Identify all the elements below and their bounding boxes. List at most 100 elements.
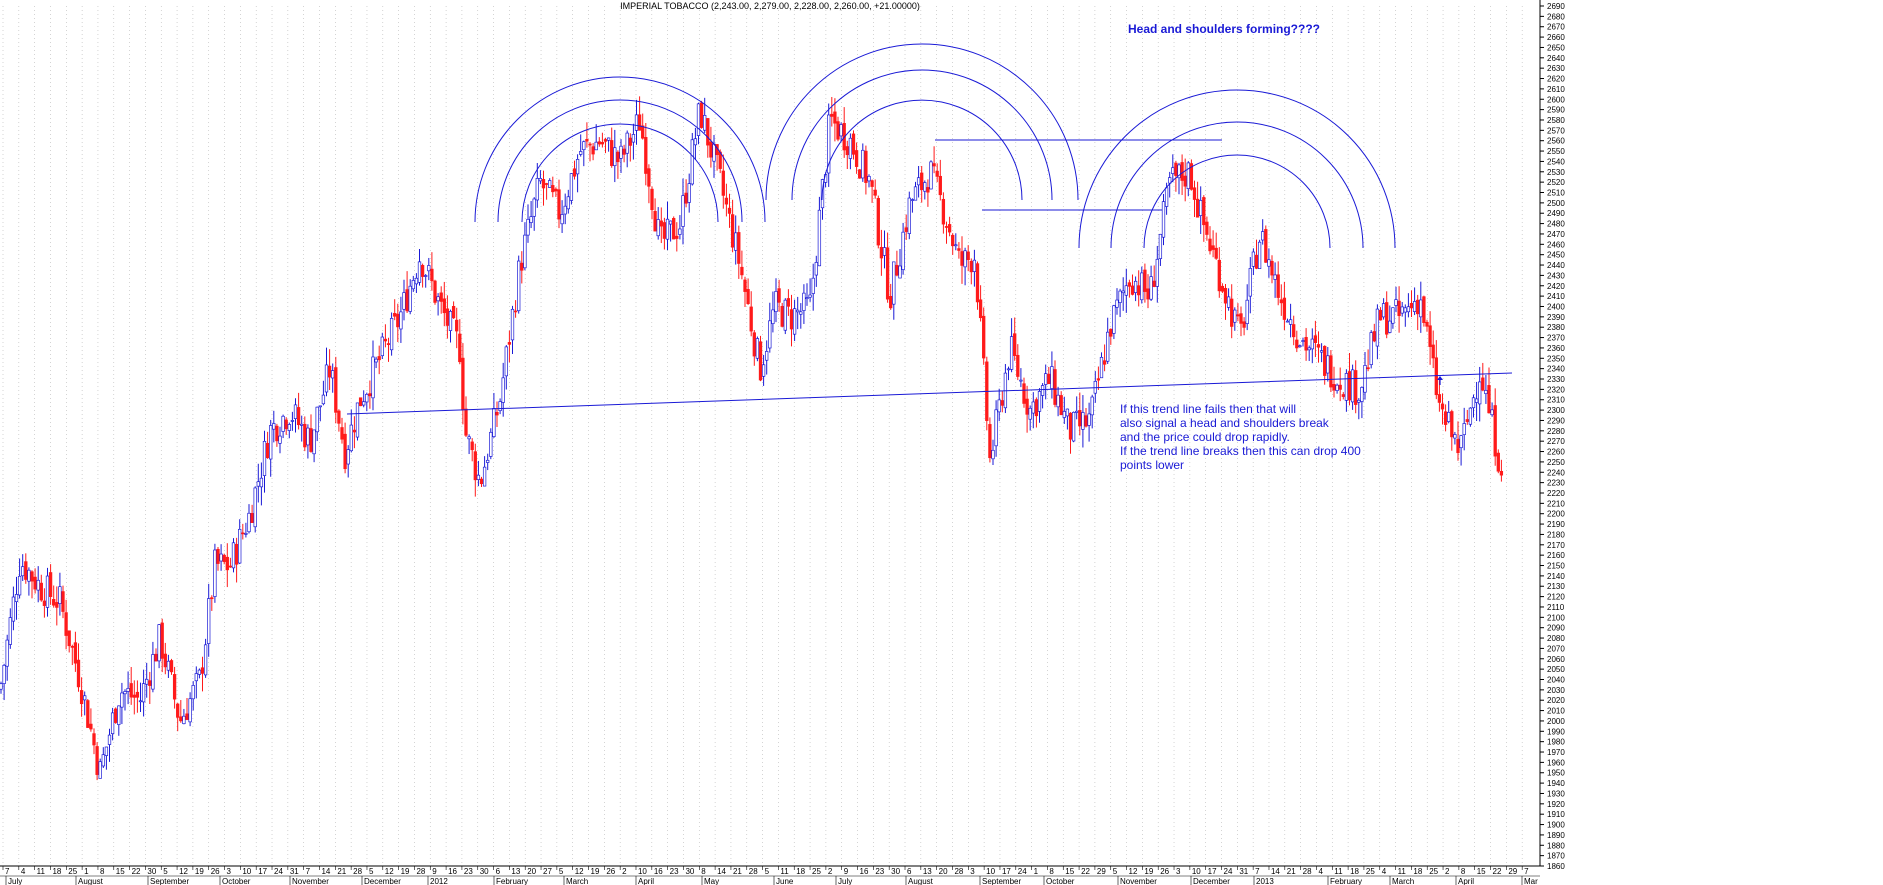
candle-body [548, 180, 552, 188]
date-tick-label: 7 [5, 867, 10, 876]
candle-body [151, 654, 155, 690]
candle-body [340, 427, 344, 440]
candle-body [1050, 366, 1054, 389]
date-tick-label: 3 [1176, 867, 1181, 876]
candle-body [706, 118, 710, 146]
candle-body [675, 235, 679, 239]
price-tick-label: 2630 [1547, 64, 1565, 73]
candle-body [1102, 360, 1107, 365]
candle-body [225, 556, 229, 571]
shoulder-arc [1143, 154, 1331, 249]
price-tick-label: 2190 [1547, 520, 1565, 529]
price-tick-label: 2450 [1547, 251, 1565, 260]
date-tick-label: 19 [401, 867, 410, 876]
candle-body [1471, 397, 1476, 409]
candle-body [445, 308, 450, 326]
candle-body [783, 299, 787, 331]
candle-body [309, 428, 313, 452]
chart-title: IMPERIAL TOBACCO (2,243.00, 2,279.00, 2,… [620, 1, 920, 11]
candle-body [1282, 297, 1287, 320]
date-tick-label: 19 [195, 867, 204, 876]
price-tick-label: 2410 [1547, 292, 1565, 301]
candle-body [455, 319, 459, 332]
candle-body [52, 599, 56, 606]
candle-body [123, 691, 127, 695]
date-tick-label: 29 [1508, 867, 1517, 876]
candle-body [1174, 162, 1178, 176]
candle-body [86, 700, 90, 728]
candle-body [207, 598, 211, 644]
price-tick-label: 2120 [1547, 593, 1565, 602]
candle-body [296, 407, 301, 426]
candle-body [476, 474, 481, 480]
candle-body [290, 420, 295, 422]
candle-body [1155, 258, 1159, 287]
date-tick-label: 3 [970, 867, 975, 876]
candle-body [575, 159, 580, 175]
candle-body [1310, 338, 1314, 350]
price-tick-label: 2400 [1547, 302, 1565, 311]
candle-body [464, 408, 468, 436]
candle-body [318, 405, 322, 408]
date-axis: 7 4 11 18 25 1 8 15 22 30 5 12 19 26 3 10 17 24 31 7 14 21 28 5… [0, 865, 1540, 885]
date-tick-label: 10 [1192, 867, 1201, 876]
candle-body [529, 216, 533, 223]
candle-body [1332, 383, 1336, 391]
trendline-note: If this trend line fails then that will … [1120, 402, 1361, 472]
candle-body [0, 683, 3, 690]
candle-body [83, 695, 87, 701]
candle-body [1251, 251, 1256, 267]
candle-body [343, 433, 347, 470]
candle-body [1009, 336, 1014, 370]
candle-body [439, 292, 443, 302]
candle-body [337, 410, 341, 424]
candle-body [1062, 411, 1066, 418]
date-tick-label: 5 [765, 867, 770, 876]
candle-body [780, 305, 784, 327]
candle-body [1217, 259, 1221, 292]
month-label: December [364, 877, 401, 885]
date-tick-label: 14 [1271, 867, 1280, 876]
candle-body [554, 188, 558, 192]
candle-body [1357, 399, 1361, 403]
candle-body [1115, 299, 1119, 308]
date-tick-label: 5 [163, 867, 168, 876]
candle-body [551, 185, 555, 193]
candle-body [1254, 254, 1259, 269]
candle-body [771, 309, 775, 325]
candle-body [98, 761, 102, 779]
price-tick-label: 2160 [1547, 551, 1565, 560]
candle-body [1180, 162, 1184, 181]
candle-body [864, 150, 868, 183]
date-tick-label: 14 [321, 867, 330, 876]
candle-body [904, 227, 908, 232]
candle-body [1388, 320, 1392, 333]
candle-body [929, 161, 933, 190]
candle-body [501, 377, 505, 403]
price-tick-label: 2330 [1547, 375, 1565, 384]
price-tick-label: 1910 [1547, 810, 1565, 819]
candle-body [1329, 355, 1333, 388]
candle-body [1465, 419, 1469, 422]
candle-body [1239, 313, 1243, 324]
candle-body [14, 594, 19, 603]
candle-body [650, 188, 654, 211]
candle-body [1040, 385, 1045, 396]
candle-body [1419, 299, 1423, 318]
candle-body [365, 393, 369, 403]
date-tick-label: 14 [717, 867, 726, 876]
candle-body [306, 427, 310, 446]
candle-body [92, 733, 96, 746]
candle-body [1236, 314, 1240, 317]
date-tick-label: 28 [1303, 867, 1312, 876]
candle-body [727, 207, 732, 214]
candle-body [1344, 373, 1349, 401]
candle-body [244, 533, 248, 535]
date-tick-label: 18 [796, 867, 805, 876]
date-tick-label: 13 [923, 867, 932, 876]
date-tick-label: 11 [1334, 867, 1343, 876]
date-tick-label: 22 [132, 867, 141, 876]
candle-body [591, 146, 595, 155]
candle-body [1013, 333, 1017, 356]
date-tick-label: 18 [1350, 867, 1359, 876]
